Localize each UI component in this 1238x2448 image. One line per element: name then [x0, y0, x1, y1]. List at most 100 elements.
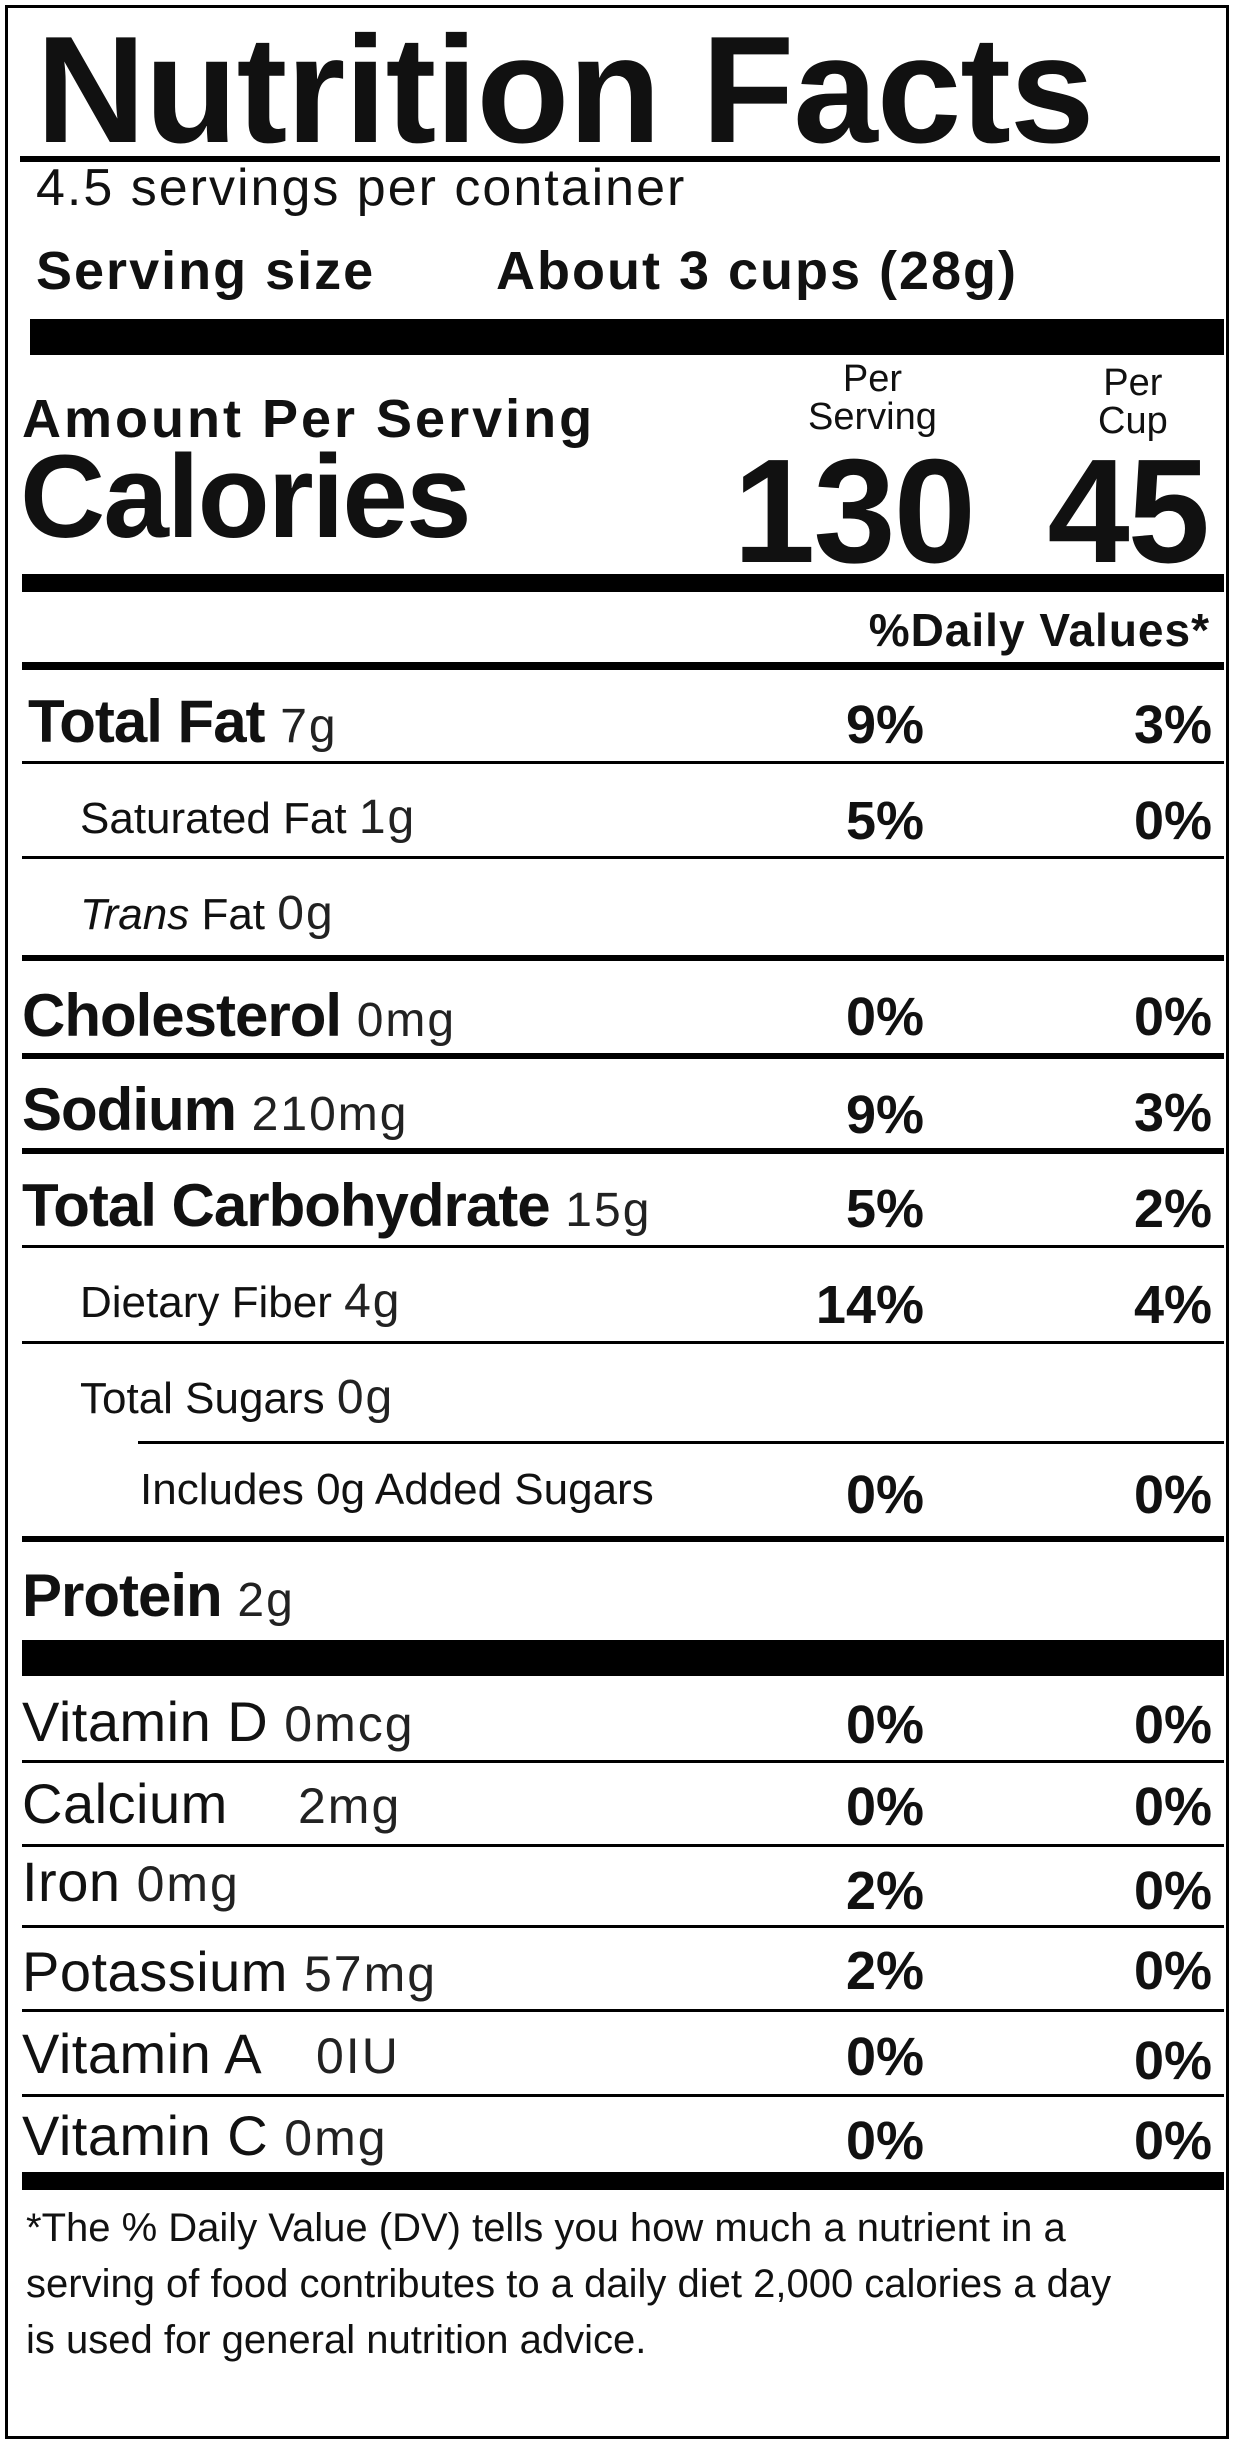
nutrient-name-italic: Trans	[80, 890, 190, 939]
nutrient-name: Cholesterol	[22, 982, 342, 1049]
dv-per-serving: 0%	[845, 2027, 924, 2087]
footnote: *The % Daily Value (DV) tells you how mu…	[26, 2206, 1112, 2362]
nutrient-row-trans-fat: Trans Fat 0g	[80, 890, 335, 938]
dv-per-cup: 3%	[1133, 1083, 1212, 1143]
column-header-per-cup: Per Cup	[1098, 364, 1168, 440]
vitamin-row-vitamin-c: Vitamin C 0mg	[22, 2108, 388, 2164]
calories-label: Calories	[20, 431, 472, 563]
vitamin-amount: 2mg	[298, 1778, 402, 1834]
vitamin-row-vitamin-d: Vitamin D 0mcg	[22, 1694, 415, 1750]
daily-values-divider	[22, 662, 1224, 670]
dv-per-serving: 0%	[845, 1777, 924, 1837]
dv-per-serving: 5%	[845, 1179, 924, 1239]
vitamin-name: Vitamin C	[22, 2104, 269, 2167]
nutrient-name: Protein	[22, 1562, 223, 1629]
thick-divider-footnote	[22, 2172, 1224, 2190]
dv-per-cup: 0%	[1133, 1465, 1212, 1525]
dv-per-cup: 3%	[1133, 695, 1212, 755]
nutrient-amount: 0mg	[356, 994, 457, 1047]
nutrient-name: Sodium	[22, 1076, 237, 1143]
dv-per-cup: 0%	[1133, 987, 1212, 1047]
dv-per-cup: 0%	[1133, 2031, 1212, 2091]
title-divider	[20, 156, 1220, 162]
row-divider	[22, 955, 1224, 961]
vitamin-row-vitamin-a-amount: 0IU	[316, 2026, 400, 2082]
dv-per-cup: 0%	[1133, 1861, 1212, 1921]
dv-per-serving: 0%	[845, 987, 924, 1047]
column-header-per-cup-bottom: Cup	[1098, 400, 1168, 442]
nutrient-name: Fat	[201, 890, 266, 939]
nutrient-amount: 1g	[358, 791, 417, 844]
vitamin-amount: 0mg	[136, 1856, 240, 1912]
row-divider	[22, 2094, 1224, 2097]
amount-per-serving-label: Amount Per Serving	[22, 389, 596, 449]
dv-per-cup: 0%	[1133, 1941, 1212, 2001]
nutrient-name: Saturated Fat	[80, 794, 347, 843]
row-divider	[22, 1760, 1224, 1763]
vitamin-name: Vitamin A	[22, 2022, 263, 2085]
nutrient-row-sodium: Sodium 210mg	[22, 1080, 408, 1140]
nutrient-row-protein: Protein 2g	[22, 1566, 295, 1626]
vitamin-row-vitamin-a: Vitamin A	[22, 2026, 262, 2082]
nutrient-amount: 210mg	[251, 1088, 409, 1141]
nutrient-name: Total Carbohydrate	[22, 1172, 551, 1239]
thick-divider-calories	[22, 574, 1224, 592]
row-divider	[22, 1844, 1224, 1847]
nutrient-amount: 7g	[280, 700, 338, 753]
dv-per-serving: 0%	[845, 1465, 924, 1525]
vitamin-row-potassium: Potassium 57mg	[22, 1944, 437, 2000]
dv-per-cup: 0%	[1133, 1777, 1212, 1837]
vitamin-name: Iron	[22, 1850, 121, 1913]
serving-size-value: About 3 cups (28g)	[496, 241, 1019, 301]
servings-per-container: 4.5 servings per container	[36, 159, 687, 217]
nutrient-row-cholesterol: Cholesterol 0mg	[22, 986, 456, 1046]
vitamin-amount: 0mg	[284, 2110, 388, 2166]
row-divider	[22, 761, 1224, 764]
row-divider	[22, 1341, 1224, 1344]
daily-values-header: %Daily Values*	[868, 604, 1210, 656]
nutrient-amount: 0g	[336, 1371, 395, 1424]
thick-divider-vitamins	[22, 1640, 1224, 1676]
label-title: Nutrition Facts	[36, 5, 1094, 175]
nutrient-name: Includes 0g Added Sugars	[140, 1465, 654, 1514]
calories-per-serving-value: 130	[733, 429, 976, 594]
dv-per-serving: 2%	[845, 1941, 924, 2001]
dv-per-cup: 0%	[1133, 1695, 1212, 1755]
vitamin-amount: 0IU	[316, 2028, 400, 2084]
nutrient-row-total-sugars: Total Sugars 0g	[80, 1374, 394, 1422]
nutrient-amount: 4g	[344, 1275, 402, 1328]
nutrient-amount: 2g	[237, 1574, 295, 1627]
vitamin-amount: 57mg	[304, 1946, 438, 2002]
row-divider	[22, 1536, 1224, 1542]
row-divider	[22, 2009, 1224, 2012]
nutrient-amount: 15g	[565, 1184, 652, 1237]
dv-per-serving: 0%	[845, 1695, 924, 1755]
nutrient-row-total-carbohydrate: Total Carbohydrate 15g	[22, 1176, 651, 1236]
dv-per-cup: 0%	[1133, 2111, 1212, 2171]
nutrient-row-added-sugars: Includes 0g Added Sugars	[140, 1468, 654, 1512]
row-divider-indented	[138, 1441, 1224, 1444]
nutrient-amount: 0g	[277, 887, 335, 940]
column-header-per-serving-bottom: Serving	[808, 396, 937, 438]
dv-per-serving: 14%	[815, 1275, 924, 1335]
row-divider	[22, 1925, 1224, 1928]
row-divider	[22, 1148, 1224, 1154]
vitamin-amount: 0mcg	[284, 1696, 415, 1752]
nutrient-name: Dietary Fiber	[80, 1278, 332, 1327]
nutrient-row-dietary-fiber: Dietary Fiber 4g	[80, 1278, 401, 1326]
row-divider	[22, 1053, 1224, 1059]
nutrition-facts-label: Nutrition Facts 4.5 servings per contain…	[5, 5, 1229, 2439]
column-header-per-cup-top: Per	[1103, 362, 1163, 404]
dv-per-serving: 9%	[845, 695, 924, 755]
row-divider	[22, 1245, 1224, 1248]
thick-divider-top	[30, 319, 1224, 355]
row-divider	[22, 856, 1224, 859]
dv-per-serving: 0%	[845, 2111, 924, 2171]
vitamin-name: Potassium	[22, 1940, 288, 2003]
vitamin-row-calcium: Calcium	[22, 1776, 228, 1832]
column-header-per-serving-top: Per	[842, 358, 902, 400]
nutrient-row-total-fat: Total Fat 7g	[28, 692, 338, 752]
column-header-per-serving: Per Serving	[808, 360, 937, 436]
vitamin-name: Calcium	[22, 1772, 228, 1835]
dv-per-cup: 0%	[1133, 791, 1212, 851]
